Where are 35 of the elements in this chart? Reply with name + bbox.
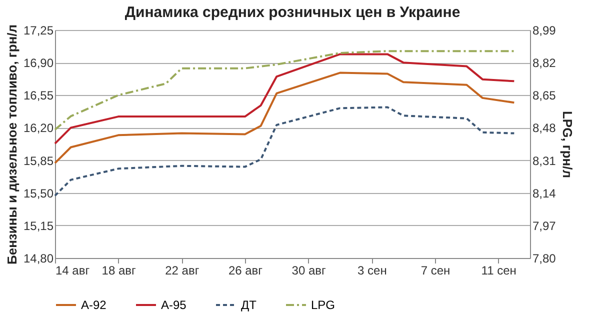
y-tick-label: 17,25: [23, 24, 54, 38]
y-axis-title: Бензины и дизельное топливо, грн/л: [4, 24, 20, 264]
x-tick-label: 7 сен: [420, 264, 450, 278]
x-tick-label: 26 авг: [228, 264, 264, 278]
y-tick-label: 16,55: [23, 88, 54, 103]
chart-title: Динамика средних розничных цен в Украине: [124, 4, 460, 21]
y2-tick-label: 8,65: [532, 88, 556, 103]
legend-label: А-92: [81, 298, 107, 312]
y-tick-label: 15,15: [23, 218, 54, 233]
y2-tick-label: 8,14: [532, 186, 556, 200]
line-series: [54, 50, 516, 131]
legend-label: ДТ: [241, 298, 258, 312]
x-tick-label: 11 сен: [481, 264, 516, 278]
y-tick-label: 15,85: [23, 154, 54, 168]
y2-tick-label: 8,31: [532, 154, 556, 168]
y2-tick-label: 8,48: [532, 121, 556, 136]
y-tick-label: 16,20: [23, 121, 54, 136]
y-tick-label: 14,80: [23, 252, 54, 266]
legend-label: LPG: [311, 298, 336, 312]
x-tick-label: 22 авг: [165, 264, 200, 278]
legend-label: А-95: [161, 298, 187, 312]
y-tick-label: 16,90: [23, 56, 54, 70]
x-tick-label: 18 авг: [102, 264, 137, 278]
y-tick-label: 15,50: [23, 186, 54, 200]
x-tick-label: 30 авг: [292, 264, 327, 278]
y2-tick-label: 8,82: [532, 56, 556, 70]
y2-tick-label: 7,80: [532, 252, 556, 266]
line-series: [54, 72, 516, 164]
y2-tick-label: 7,97: [532, 218, 556, 233]
y2-tick-label: 8,99: [532, 24, 556, 38]
line-series: [54, 53, 516, 145]
y2-axis-title: LPG, грн/л: [560, 110, 575, 178]
x-tick-label: 3 сен: [358, 264, 387, 278]
line-series: [54, 106, 516, 197]
x-tick-label: 14 авг: [56, 264, 90, 278]
